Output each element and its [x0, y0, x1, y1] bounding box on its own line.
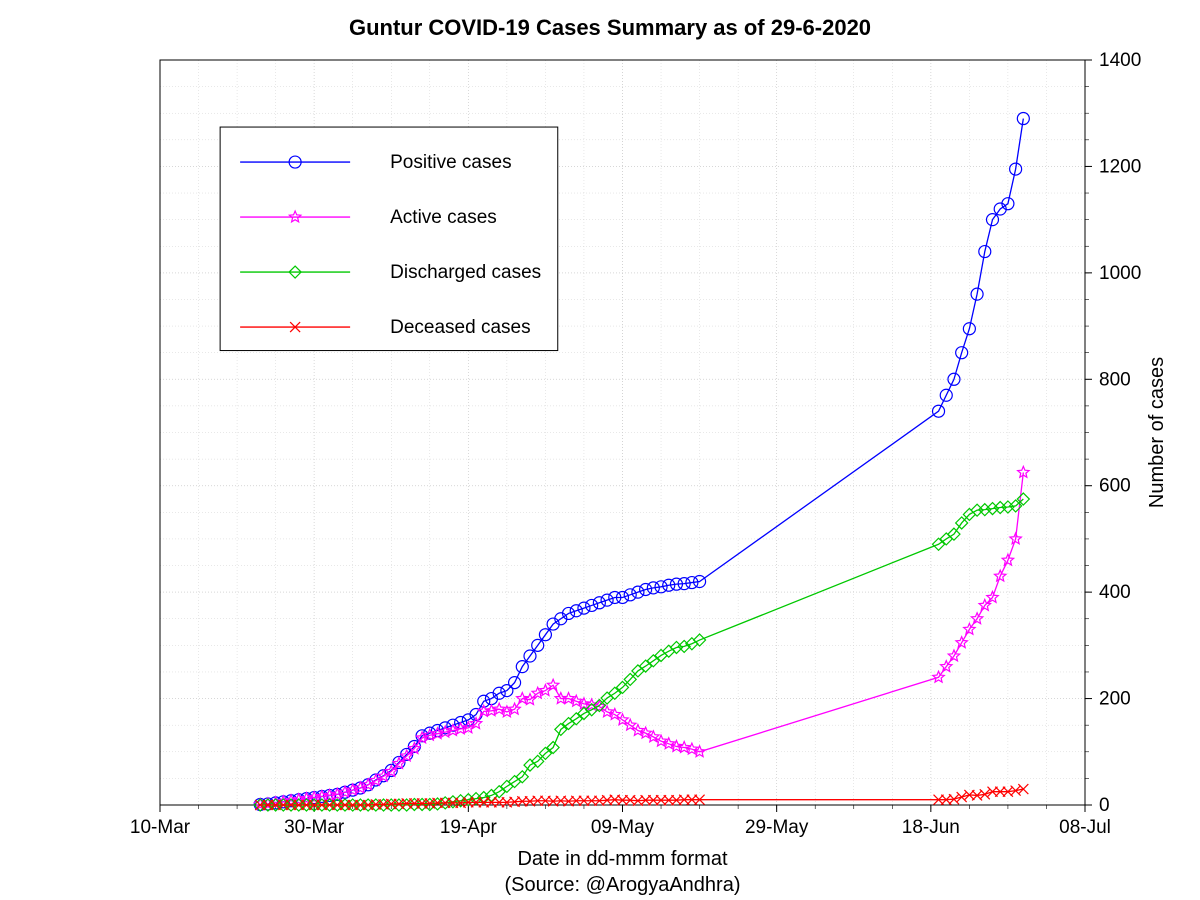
y-tick-label: 1000 [1099, 263, 1141, 284]
covid-cases-line-chart: Guntur COVID-19 Cases Summary as of 29-6… [0, 0, 1200, 900]
series-active-cases [255, 466, 1030, 809]
x-tick-label: 10-Mar [130, 817, 191, 838]
y-tick-label: 1200 [1099, 156, 1141, 177]
series-discharged-cases [254, 493, 1029, 811]
legend-label: Discharged cases [390, 262, 541, 283]
x-tick-label: 08-Jul [1059, 817, 1111, 838]
y-tick-label: 800 [1099, 369, 1131, 390]
x-tick-label: 30-Mar [284, 817, 345, 838]
legend-label: Positive cases [390, 152, 511, 173]
x-tick-label: 09-May [591, 817, 655, 838]
legend: Positive cases Active cases Discharged cas… [220, 127, 558, 350]
y-axis-label: Number of cases [1146, 357, 1168, 508]
legend-label: Deceased cases [390, 317, 530, 338]
legend-label: Active cases [390, 207, 497, 228]
y-tick-label: 1400 [1099, 50, 1141, 71]
chart-title: Guntur COVID-19 Cases Summary as of 29-6… [349, 15, 871, 40]
x-axis-label-line1: Date in dd-mmm format [517, 848, 727, 870]
x-tick-label: 29-May [745, 817, 809, 838]
y-tick-label: 0 [1099, 795, 1110, 816]
y-tick-label: 600 [1099, 476, 1131, 497]
y-tick-label: 400 [1099, 582, 1131, 603]
x-tick-label: 18-Jun [902, 817, 960, 838]
y-tick-label: 200 [1099, 689, 1131, 710]
x-axis-label-line2: (Source: @ArogyaAndhra) [505, 874, 741, 896]
x-tick-label: 19-Apr [440, 817, 498, 838]
